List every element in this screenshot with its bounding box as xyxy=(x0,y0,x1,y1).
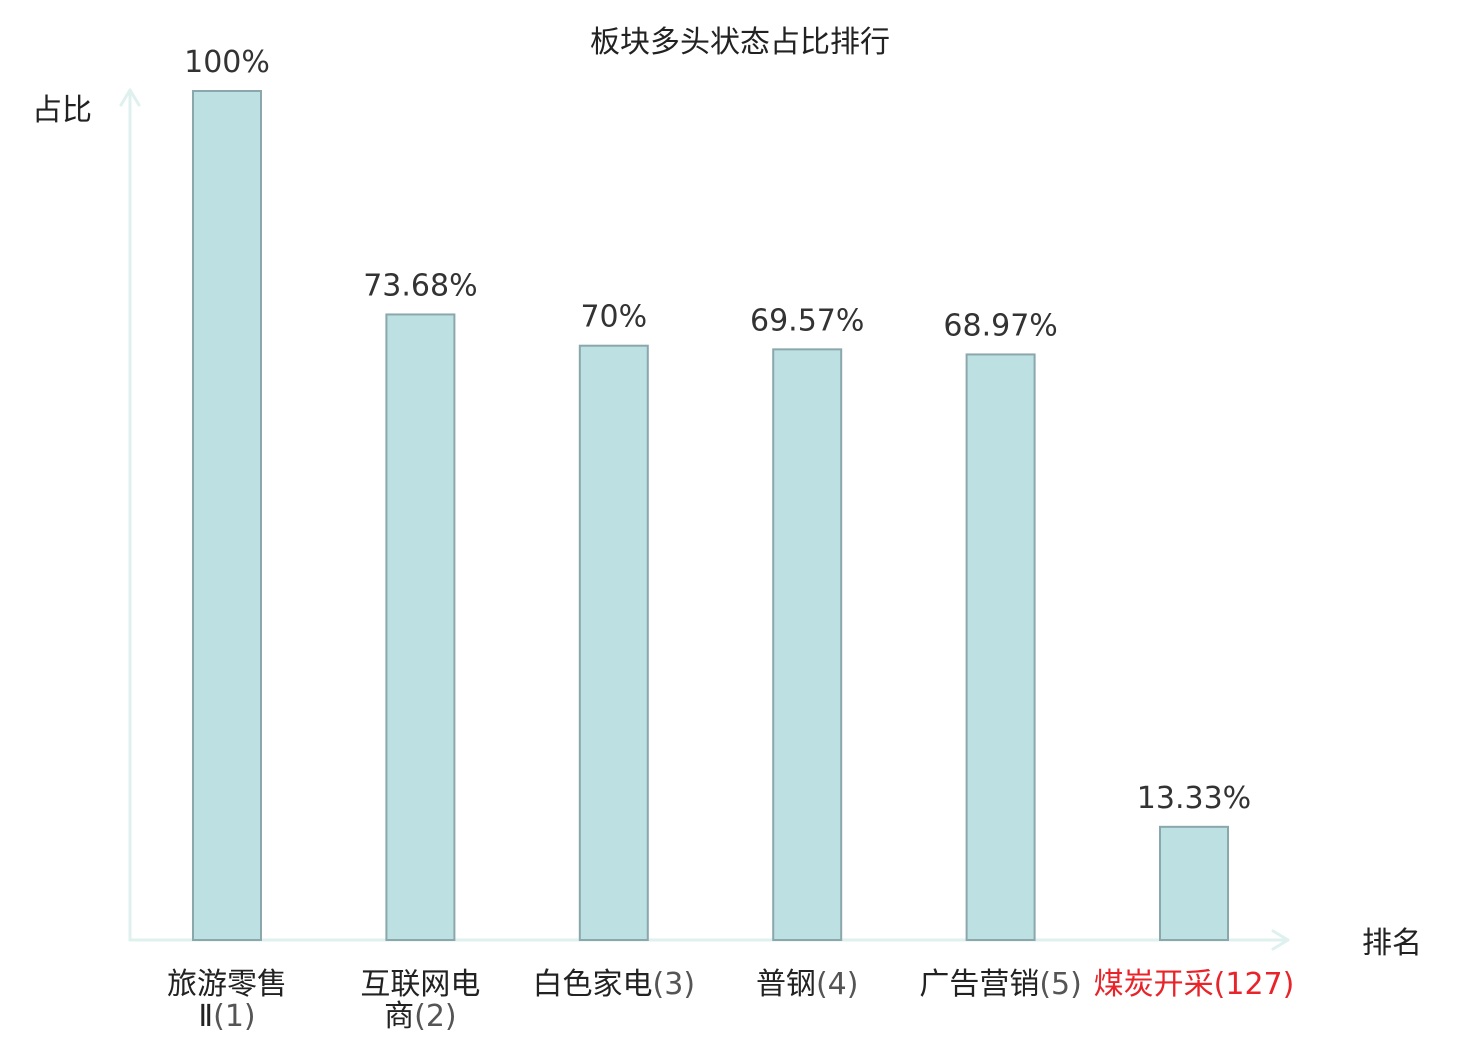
bar-2 xyxy=(385,313,456,941)
category-label-3: 白色家电(3) xyxy=(533,967,696,1002)
category-label-3-line-1: 白色家电(3) xyxy=(533,967,696,1002)
category-label-1-line-2: Ⅱ(1) xyxy=(198,999,255,1034)
x-axis-arrow xyxy=(1271,929,1290,951)
value-label-2: 73.68% xyxy=(363,268,477,303)
value-label-4: 69.57% xyxy=(750,303,864,338)
category-label-2-line-1: 互联网电 xyxy=(360,967,480,1002)
category-label-2-line-2: 商(2) xyxy=(384,999,457,1034)
bar-5 xyxy=(965,353,1036,941)
bar-4 xyxy=(772,348,843,941)
chart-title: 板块多头状态占比排行 xyxy=(590,25,890,60)
category-label-6: 煤炭开采(127) xyxy=(1094,967,1295,1002)
bar-3 xyxy=(578,344,649,941)
value-label-6: 13.33% xyxy=(1137,781,1251,816)
category-label-5: 广告营销(5) xyxy=(919,967,1082,1002)
category-label-4-line-1: 普钢(4) xyxy=(756,967,859,1002)
value-label-5: 68.97% xyxy=(943,308,1057,343)
value-label-3: 70% xyxy=(580,300,647,335)
category-label-6-line-1: 煤炭开采(127) xyxy=(1094,967,1295,1002)
value-label-1: 100% xyxy=(184,45,270,80)
category-label-1-line-1: 旅游零售 xyxy=(167,967,287,1002)
bar-6 xyxy=(1159,825,1229,942)
value-labels: 100% 73.68% 70% 69.57% 68.97% 13.33% xyxy=(184,45,1251,816)
y-axis-arrow xyxy=(119,88,141,107)
axes xyxy=(119,88,1290,951)
bars xyxy=(192,90,1229,942)
x-axis-label: 排名 xyxy=(1362,926,1422,961)
y-axis-label: 占比 xyxy=(32,93,92,128)
category-label-4: 普钢(4) xyxy=(756,967,859,1002)
bar-1 xyxy=(192,90,262,941)
category-label-5-line-1: 广告营销(5) xyxy=(919,967,1082,1002)
